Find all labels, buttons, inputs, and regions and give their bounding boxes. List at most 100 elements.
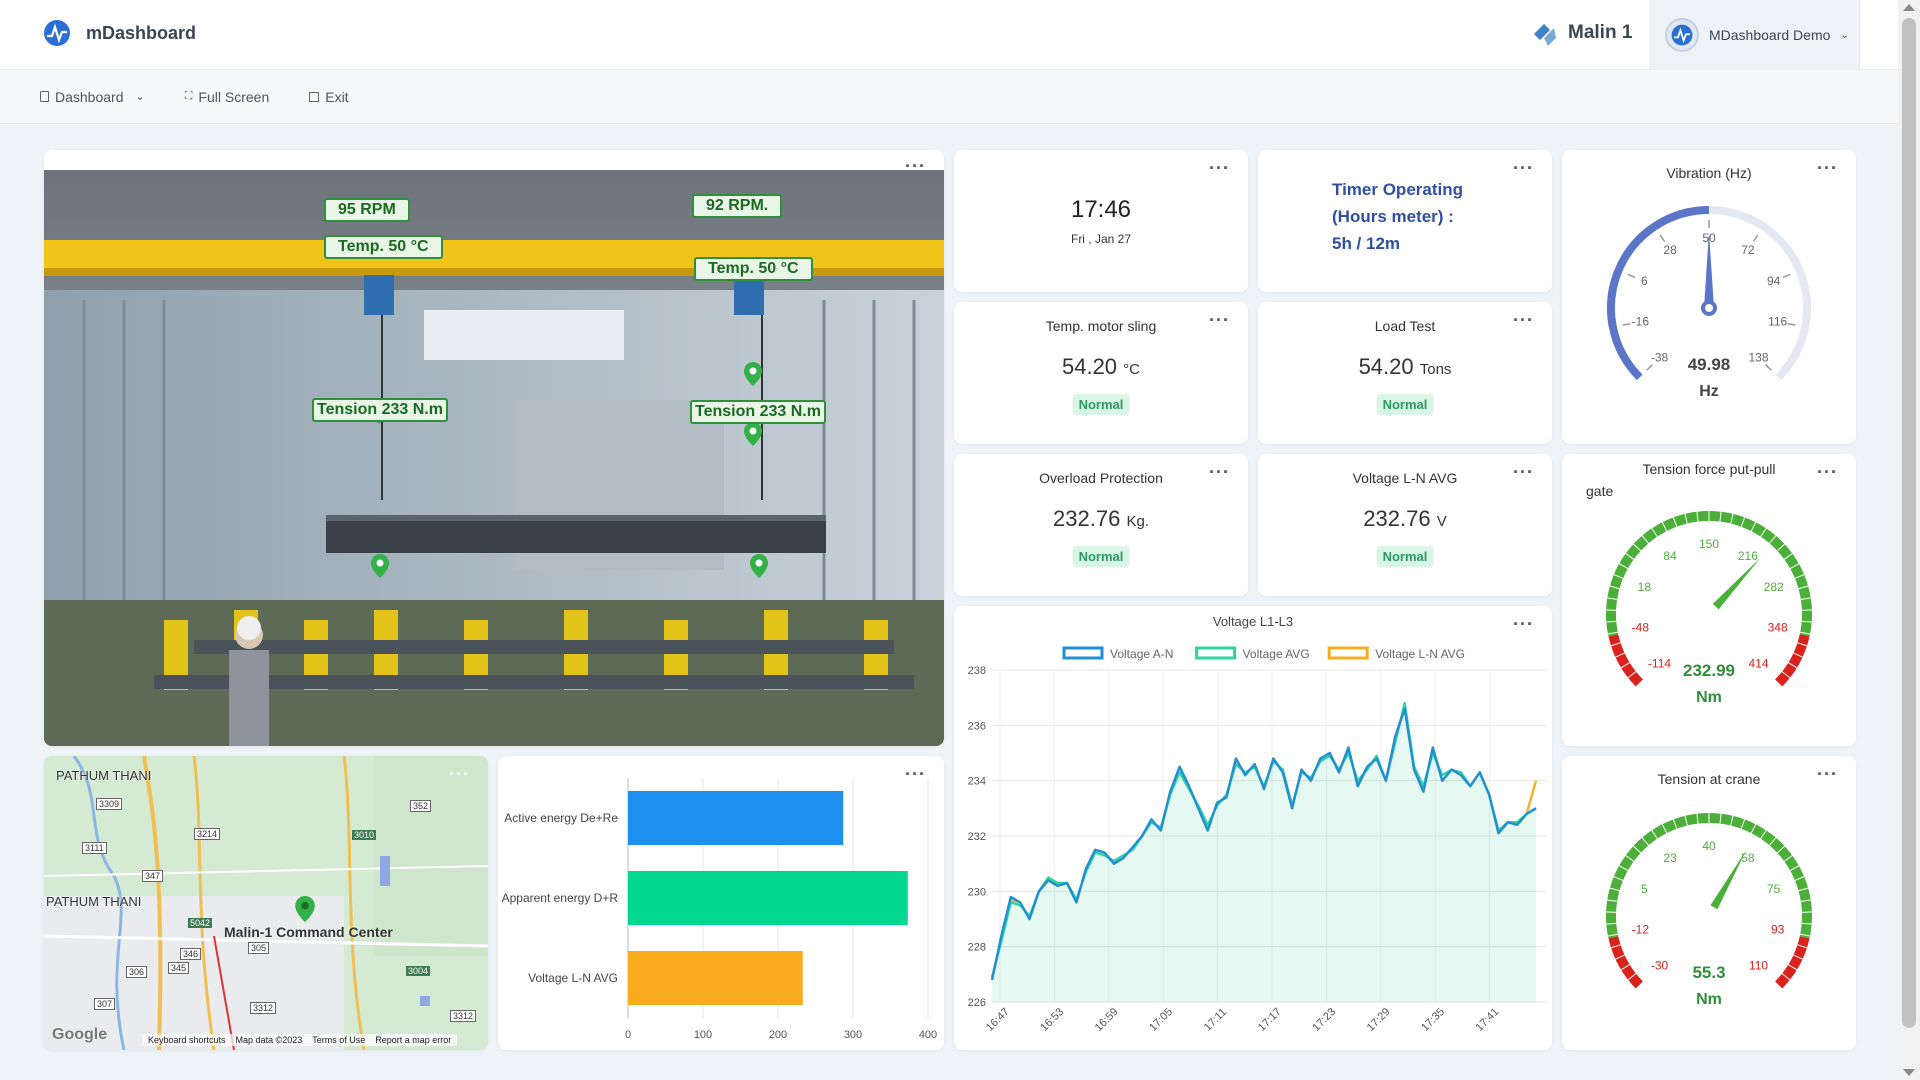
gauge-tick-label: 94 — [1767, 274, 1781, 288]
gauge-minor-tick — [1620, 661, 1631, 669]
gauge-minor-tick — [1632, 543, 1642, 552]
gauge-minor-tick — [1614, 652, 1626, 658]
stat-value-row: 54.20 °C — [954, 354, 1248, 380]
gauge-tick-label: 93 — [1771, 923, 1785, 937]
chevron-down-icon: ⌄ — [135, 91, 145, 103]
user-name: MDashboard Demo — [1709, 27, 1831, 43]
document-icon — [40, 91, 49, 102]
gauge-unit: Nm — [1696, 689, 1722, 706]
org-switcher[interactable]: Malin 1 — [1530, 18, 1632, 48]
map-footer-link[interactable]: Report a map error — [375, 1035, 452, 1045]
gauge-minor-tick — [1780, 972, 1791, 981]
tension-gate-gauge-card: ··· Tension force put-pull gate -114 -48 18 8… — [1562, 454, 1856, 746]
page-scrollbar[interactable] — [1898, 0, 1920, 1080]
card-menu-button[interactable]: ··· — [1209, 462, 1230, 482]
top-navbar: mDashboard Malin 1 MDashboard Demo ⌄ — [0, 0, 1898, 70]
card-menu-button[interactable]: ··· — [1513, 614, 1534, 634]
gauge-hub-center — [1705, 304, 1713, 312]
dashboard-label: Dashboard — [55, 88, 124, 105]
timer-card: ··· Timer Operating (Hours meter) : 5h /… — [1258, 150, 1552, 292]
gauge-minor-tick — [1684, 814, 1689, 827]
gauge-minor-tick — [1608, 887, 1621, 892]
status-badge: Normal — [1072, 546, 1130, 567]
gauge-minor-tick — [1620, 963, 1631, 971]
gauge-minor-tick — [1696, 510, 1699, 523]
temp-tag[interactable]: Temp. 50 °C — [694, 257, 813, 281]
voltage-line-chart: Voltage L1-L3 Voltage A-N Voltage AVG Volta… — [968, 614, 1546, 1034]
rpm-tag[interactable]: 92 RPM. — [692, 194, 783, 218]
gauge-value: 232.99 — [1683, 661, 1735, 680]
map-card[interactable]: PATHUM THANI PATHUM THANI 3309 3214 352 … — [44, 756, 488, 1050]
map-pin-icon — [371, 554, 389, 578]
gauge-minor-tick — [1783, 854, 1794, 863]
gauge-progress — [1607, 206, 1709, 381]
card-menu-button[interactable]: ··· — [1817, 764, 1838, 784]
fullscreen-icon: ⛶ — [184, 90, 193, 102]
location-pin-icon[interactable] — [295, 896, 315, 922]
stat-card-temp-motor: ··· Temp. motor sling 54.20 °C Normal — [954, 302, 1248, 444]
dashboard-menu[interactable]: Dashboard ⌄ — [40, 89, 145, 105]
temp-tag[interactable]: Temp. 50 °C — [324, 235, 443, 259]
gauge-minor-tick — [1792, 954, 1804, 960]
gauge-minor-tick — [1729, 814, 1734, 827]
gauge-minor-tick — [1800, 620, 1813, 623]
y-tick-label: 236 — [968, 720, 986, 732]
clock-time: 17:46 — [1070, 196, 1132, 223]
crane-image-card: ··· — [44, 150, 944, 746]
scroll-up-arrow-icon[interactable] — [1903, 4, 1915, 11]
gauge-tick-label: -12 — [1632, 923, 1650, 937]
brand[interactable]: mDashboard — [42, 18, 196, 48]
x-tick-label: 100 — [694, 1029, 712, 1041]
category-label: Apparent energy D+R — [502, 891, 619, 905]
scroll-thumb[interactable] — [1902, 18, 1916, 1028]
gauge-tick-label: -114 — [1648, 656, 1671, 670]
user-menu[interactable]: MDashboard Demo ⌄ — [1650, 0, 1860, 70]
gauge-tick — [1646, 364, 1653, 371]
rpm-tag[interactable]: 95 RPM — [324, 198, 410, 222]
fullscreen-button[interactable]: ⛶ Full Screen — [185, 89, 270, 105]
exit-button[interactable]: Exit — [309, 89, 349, 105]
scroll-down-arrow-icon[interactable] — [1903, 1069, 1915, 1076]
province-label: PATHUM THANI — [56, 768, 152, 783]
map-footer-link[interactable]: Terms of Use — [312, 1035, 366, 1045]
card-menu-button[interactable]: ··· — [1209, 310, 1230, 330]
status-badge: Normal — [1072, 394, 1130, 415]
card-menu-button[interactable]: ··· — [1513, 462, 1534, 482]
org-name: Malin 1 — [1568, 22, 1633, 43]
road-label: 307 — [94, 998, 116, 1010]
gauge-minor-tick — [1740, 818, 1746, 830]
fullscreen-label: Full Screen — [198, 88, 270, 105]
card-menu-button[interactable]: ··· — [1209, 158, 1230, 178]
gauge-tick-label: 75 — [1767, 882, 1781, 896]
map-footer: Keyboard shortcuts Map data ©2023 Terms … — [142, 1034, 458, 1046]
gauge-minor-tick — [1773, 980, 1783, 990]
gauge-title: Tension force put-pull — [1642, 461, 1775, 477]
card-menu-button[interactable]: ··· — [1817, 462, 1838, 482]
card-menu-button[interactable]: ··· — [905, 764, 926, 784]
stat-card-overload: ··· Overload Protection 232.76 Kg. Norma… — [954, 454, 1248, 596]
road-label: 3111 — [82, 842, 107, 854]
gauge-minor-tick — [1605, 620, 1618, 623]
card-menu-button[interactable]: ··· — [1817, 158, 1838, 178]
card-menu-button[interactable]: ··· — [905, 156, 926, 176]
category-label: Active energy De+Re — [504, 811, 618, 825]
gauge-minor-tick — [1789, 864, 1800, 872]
x-tick-label: 17:41 — [1474, 1006, 1502, 1034]
map-footer-link[interactable]: Keyboard shortcuts — [148, 1035, 226, 1045]
gauge-minor-tick — [1773, 678, 1783, 688]
gauge-minor-tick — [1606, 631, 1619, 635]
tension-tag[interactable]: Tension 233 N.m — [690, 400, 826, 424]
card-menu-button[interactable]: ··· — [1513, 158, 1534, 178]
gauge-tick-label: -48 — [1632, 621, 1650, 635]
gauge-minor-tick — [1799, 631, 1812, 635]
stat-value: 232.76 — [1363, 506, 1431, 531]
tension-tag[interactable]: Tension 233 N.m — [312, 398, 448, 422]
stat-value-row: 232.76 Kg. — [954, 506, 1248, 532]
category-label: Voltage L-N AVG — [528, 971, 618, 985]
gauge-minor-tick — [1605, 922, 1618, 925]
x-tick-label: 200 — [769, 1029, 787, 1041]
gauge-minor-tick — [1800, 922, 1813, 925]
gauge-minor-tick — [1797, 887, 1810, 892]
card-menu-button[interactable]: ··· — [449, 764, 470, 784]
card-menu-button[interactable]: ··· — [1513, 310, 1534, 330]
